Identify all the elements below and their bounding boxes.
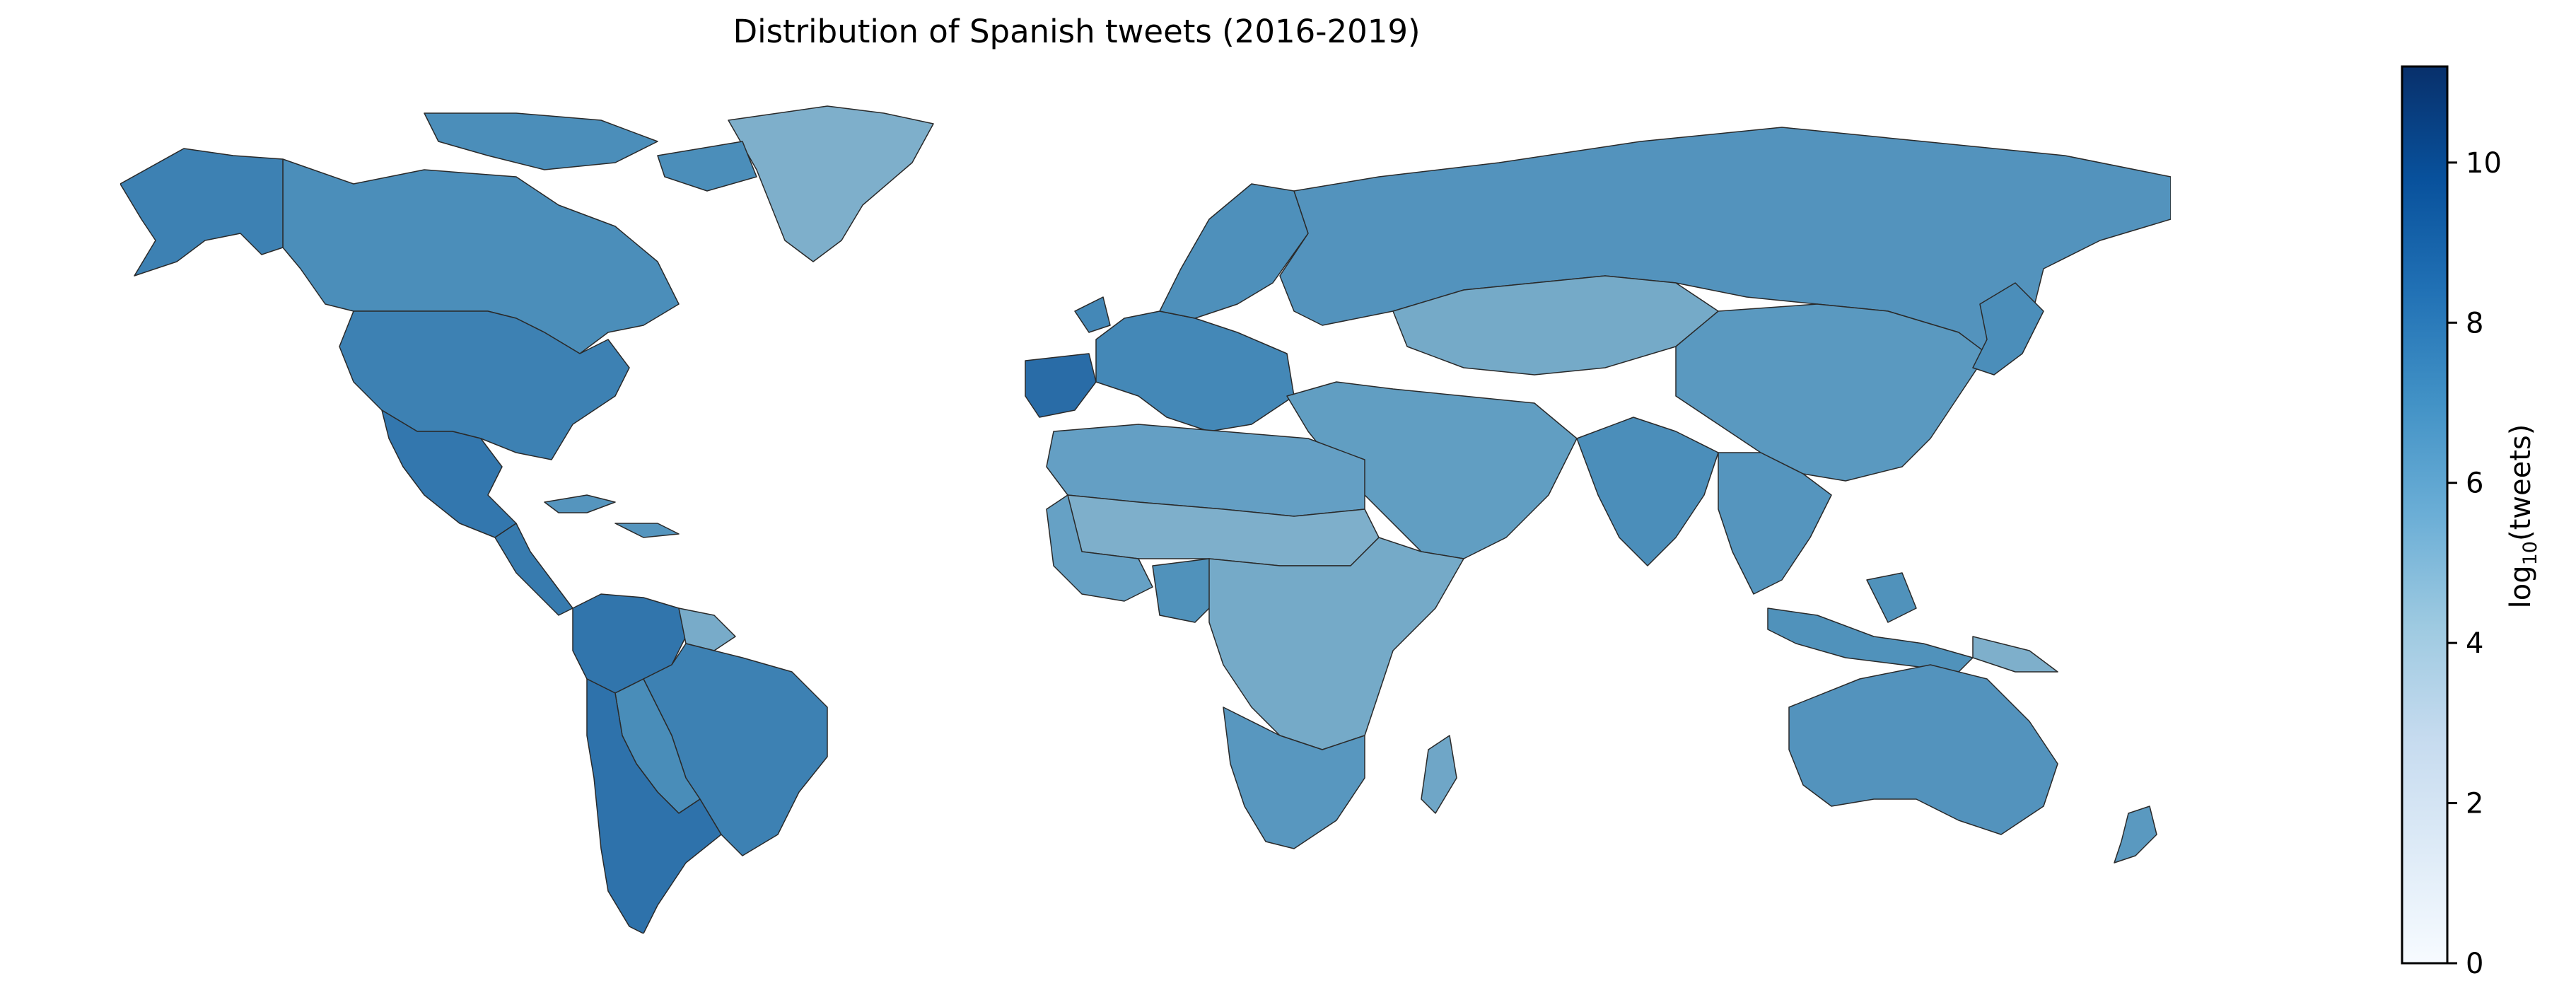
region-guianas	[678, 607, 736, 651]
colorbar-tick-label: 4	[2466, 627, 2483, 660]
region-papua-new-guinea	[1972, 636, 2058, 673]
region-indonesia	[1767, 572, 1974, 673]
region-southern-africa	[1223, 707, 1365, 849]
colorbar-gradient	[2401, 65, 2449, 965]
region-united-states	[339, 310, 630, 460]
region-china	[1675, 303, 1988, 482]
region-scandinavia	[1159, 183, 1309, 319]
region-southeast-asia	[1718, 452, 1832, 595]
colorbar-tick-label: 8	[2466, 307, 2483, 339]
colorbar-tick-label: 10	[2466, 147, 2502, 180]
region-australia	[1788, 664, 2058, 835]
region-madagascar	[1421, 735, 1457, 814]
region-new-zealand	[2114, 806, 2157, 864]
region-spain	[1025, 353, 1097, 418]
region-arctic-islands	[424, 112, 757, 192]
colorbar-tick-label: 6	[2466, 467, 2483, 500]
region-greenland	[728, 105, 934, 262]
region-india	[1576, 417, 1719, 566]
colorbar-tick-label: 2	[2466, 788, 2483, 820]
colorbar-tick-label: 0	[2466, 948, 2483, 977]
region-argentina-chile	[586, 678, 722, 934]
region-central-america	[494, 523, 573, 616]
region-alaska	[120, 148, 284, 277]
region-japan	[1972, 282, 2044, 376]
region-europe	[1074, 296, 1295, 432]
colorbar-label: log10(tweets)	[2505, 424, 2541, 609]
chart-title: Distribution of Spanish tweets (2016-201…	[733, 13, 1421, 50]
colorbar: 0 2 4 6 8 10	[2401, 65, 2502, 977]
world-choropleth-map	[120, 105, 2171, 934]
region-caribbean	[544, 494, 680, 538]
region-canada	[282, 158, 680, 354]
region-central-east-africa	[1208, 537, 1464, 750]
region-west-africa	[1046, 494, 1153, 602]
